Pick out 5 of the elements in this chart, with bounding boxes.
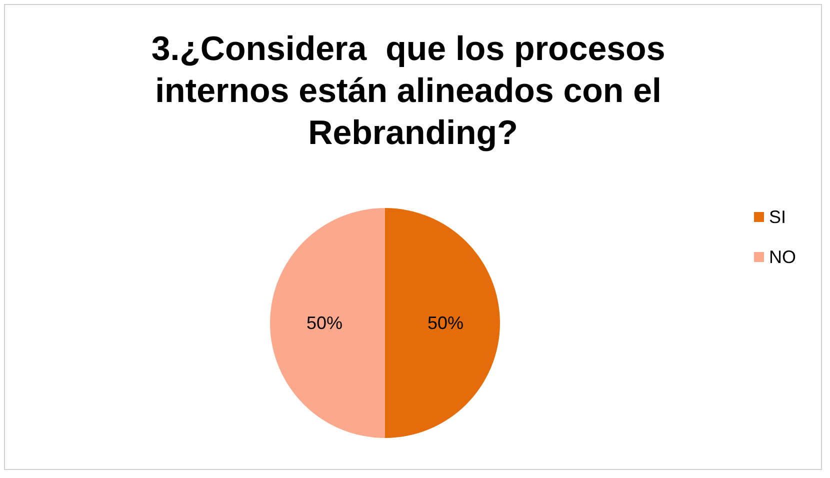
legend-label: NO — [769, 247, 796, 267]
data-label: 50% — [306, 313, 343, 333]
data-label: 50% — [427, 313, 464, 333]
chart-title: 3.¿Considera que los procesos internos están alineados con el Rebranding? — [151, 30, 675, 152]
legend-label: SI — [769, 207, 786, 227]
